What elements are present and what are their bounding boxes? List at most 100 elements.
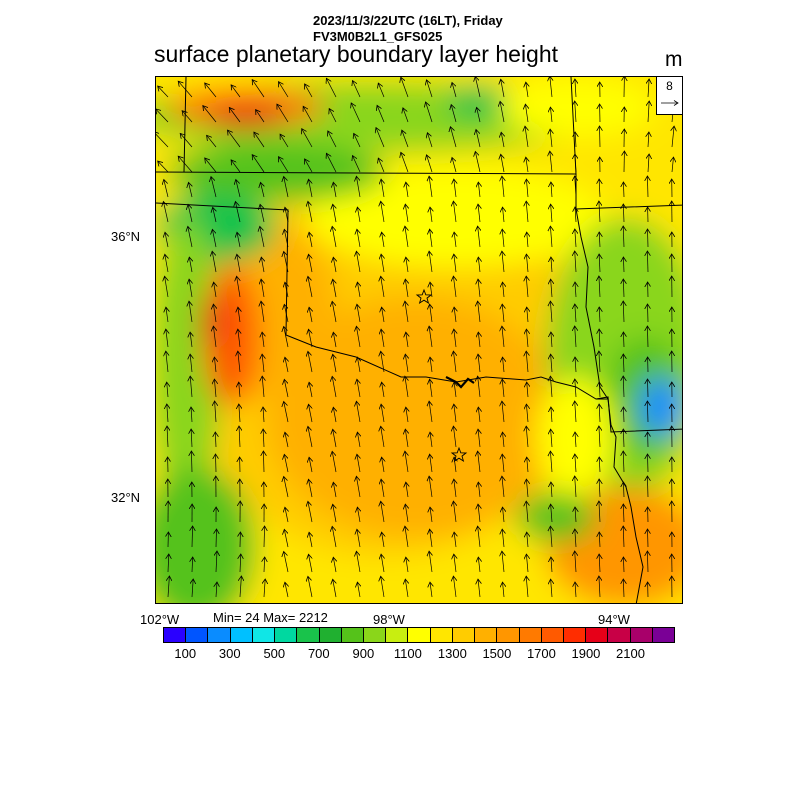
wind-vector: [623, 579, 624, 598]
wind-vector: [213, 207, 216, 223]
lat-label-36n: 36°N: [111, 229, 141, 244]
wind-vector: [500, 101, 505, 123]
wind-vector: [551, 504, 552, 523]
wind-vector: [623, 354, 624, 373]
wind-vector: [381, 426, 384, 448]
wind-vector: [502, 176, 504, 198]
wind-vector: [429, 176, 432, 198]
wind-vector: [575, 357, 576, 373]
wind-vector: [402, 130, 409, 148]
wind-vector: [192, 557, 193, 573]
wind-vector: [648, 304, 649, 323]
wind-vector: [357, 357, 360, 373]
wind-vector: [450, 127, 457, 148]
wind-vector: [575, 432, 576, 448]
lon-label-98w: 98°W: [373, 612, 405, 627]
wind-vector: [382, 232, 384, 248]
wind-vector: [527, 532, 528, 548]
wind-vector: [167, 382, 168, 398]
wind-vector: [502, 551, 504, 573]
wind-vector: [262, 354, 264, 373]
wind-vector: [166, 329, 168, 348]
wind-vector: [333, 332, 336, 348]
star-marker: [450, 446, 468, 463]
wind-vector: [453, 501, 456, 523]
wind-vector: [475, 77, 481, 98]
wind-vector: [333, 482, 336, 498]
colorbar-swatch: [519, 628, 542, 642]
wind-vector: [623, 504, 624, 523]
wind-vector: [382, 307, 384, 323]
wind-vector: [478, 226, 480, 248]
wind-vector: [551, 182, 552, 198]
colorbar-label: 700: [307, 646, 330, 661]
wind-vector: [180, 133, 193, 148]
wind-vector: [430, 432, 432, 448]
wind-vector: [284, 177, 289, 198]
wind-vector: [309, 554, 313, 573]
wind-vector: [239, 426, 240, 448]
wind-vector: [167, 404, 168, 423]
wind-vector: [357, 304, 360, 323]
wind-vector: [430, 282, 432, 298]
wind-vector: [190, 354, 192, 373]
wind-vector: [503, 207, 505, 223]
wind-vector: [261, 301, 264, 323]
wind-vector: [333, 579, 336, 598]
wind-vector: [156, 109, 169, 123]
wind-vector: [575, 529, 576, 548]
wind-vector: [478, 526, 480, 548]
wind-vector: [326, 153, 337, 173]
wind-vector: [309, 532, 312, 548]
wind-vector: [356, 176, 361, 198]
colorbar-swatch: [319, 628, 342, 642]
wind-vector: [354, 133, 361, 148]
wind-vector: [188, 204, 193, 223]
wind-vector: [356, 551, 361, 573]
wind-vector: [333, 504, 336, 523]
wind-vector: [429, 401, 432, 423]
wind-vector: [550, 301, 552, 323]
wind-vector: [381, 576, 384, 598]
wind-vector: [478, 204, 480, 223]
wind-vector: [212, 229, 217, 248]
colorbar-swatch: [363, 628, 387, 642]
wind-vector: [478, 376, 480, 398]
wind-vector: [526, 179, 528, 198]
wind-vector: [309, 382, 312, 398]
colorbar-swatch: [541, 628, 564, 642]
wind-vector: [575, 207, 576, 223]
wind-vector: [333, 429, 336, 448]
wind-vector: [308, 201, 313, 223]
colorbar-label: 900: [352, 646, 375, 661]
wind-vector: [503, 282, 505, 298]
wind-vector: [599, 426, 600, 448]
wind-vector: [332, 376, 337, 398]
wind-vector: [430, 582, 432, 598]
wind-vector: [378, 83, 385, 98]
wind-vector: [401, 77, 409, 98]
colorbar-swatch: [452, 628, 476, 642]
wind-vector: [454, 232, 456, 248]
wind-vector: [382, 457, 384, 473]
wind-vector: [405, 204, 408, 223]
wind-vector: [453, 201, 456, 223]
wind-vector: [502, 401, 504, 423]
wind-vector: [454, 479, 456, 498]
wind-vector: [205, 83, 217, 98]
wind-vector: [165, 254, 168, 273]
wind-vector: [575, 507, 576, 523]
wind-vector: [478, 257, 480, 273]
wind-vector: [575, 401, 576, 423]
wind-vector: [237, 254, 240, 273]
wind-vector: [430, 207, 432, 223]
wind-vector: [357, 529, 360, 548]
wind-vector: [214, 357, 216, 373]
wind-vector: [405, 354, 408, 373]
wind-vector: [235, 202, 241, 223]
wind-vector: [623, 226, 624, 248]
wind-vector: [189, 301, 192, 323]
wind-vector: [478, 301, 480, 323]
wind-vector: [401, 152, 409, 173]
wind-vector: [427, 80, 433, 98]
